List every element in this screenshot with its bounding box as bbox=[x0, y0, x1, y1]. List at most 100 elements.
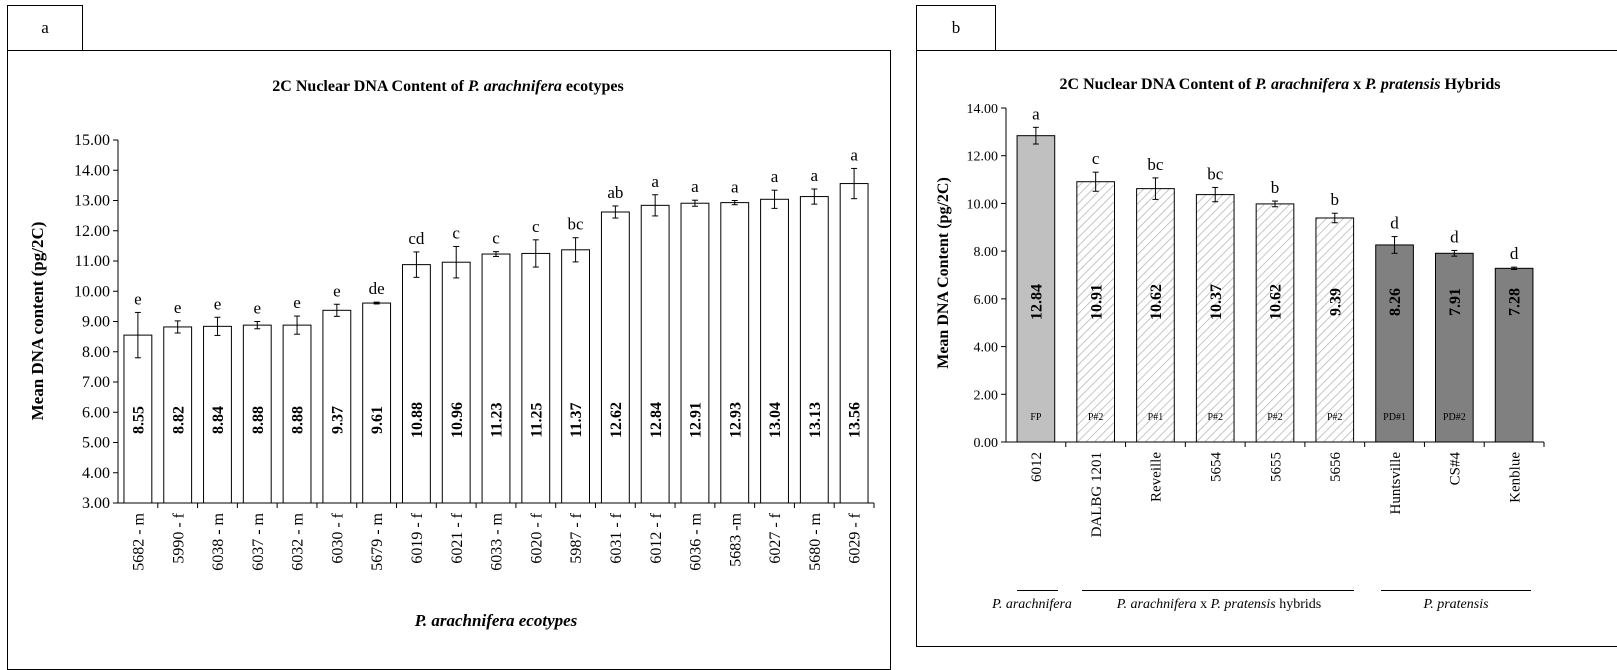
data-label: 8.55 bbox=[130, 406, 147, 434]
bar-code-label: P#2 bbox=[1088, 412, 1104, 423]
group-label-arachnifera: P. arachnifera bbox=[992, 597, 1072, 612]
bar bbox=[322, 309, 352, 504]
panel-b-tab: b bbox=[916, 5, 996, 51]
bar bbox=[1016, 135, 1056, 443]
category-label: Reveille bbox=[1149, 452, 1165, 502]
group-label-hybrids: P. arachnifera x P. pratensis hybrids bbox=[1116, 597, 1322, 612]
y-tick-label: 8.00 bbox=[974, 245, 999, 260]
bar bbox=[401, 264, 431, 504]
bar bbox=[481, 253, 511, 504]
significance-letter: a bbox=[691, 177, 699, 196]
bar bbox=[1375, 244, 1414, 443]
y-tick-label: 14.00 bbox=[967, 102, 999, 117]
bar bbox=[1315, 217, 1355, 443]
category-label: 6038 - m bbox=[210, 512, 227, 570]
bar bbox=[123, 334, 153, 504]
bar bbox=[1076, 181, 1115, 443]
significance-letter: c bbox=[492, 229, 500, 248]
significance-letter: b bbox=[1271, 178, 1280, 197]
significance-letter: e bbox=[333, 281, 341, 300]
group-line-pratensis bbox=[1381, 590, 1531, 591]
category-label: 5682 - m bbox=[130, 512, 147, 570]
y-tick-label: 10.00 bbox=[967, 197, 999, 212]
bar bbox=[640, 204, 670, 504]
data-label: 10.91 bbox=[1088, 284, 1105, 320]
category-label: 6037 - m bbox=[250, 512, 267, 570]
data-label: 8.26 bbox=[1387, 288, 1404, 316]
bar bbox=[799, 196, 829, 504]
significance-letter: e bbox=[253, 299, 261, 318]
data-label: 9.39 bbox=[1327, 288, 1344, 316]
category-label: 5990 - f bbox=[170, 512, 187, 563]
data-label: 13.56 bbox=[847, 402, 864, 438]
category-label: 6021 - f bbox=[449, 512, 466, 563]
bar bbox=[760, 198, 789, 504]
y-tick-label: 8.00 bbox=[82, 344, 110, 361]
y-tick-label: 6.00 bbox=[974, 293, 999, 308]
significance-letter: c bbox=[532, 217, 540, 236]
y-tick-label: 11.00 bbox=[75, 253, 110, 270]
category-label: 6012 bbox=[1029, 452, 1045, 482]
bar bbox=[1136, 188, 1175, 443]
significance-letter: d bbox=[1450, 227, 1459, 246]
data-label: 13.13 bbox=[807, 402, 824, 438]
data-label: 10.96 bbox=[449, 402, 466, 438]
group-line-hybrids bbox=[1082, 590, 1354, 591]
bar bbox=[1195, 194, 1235, 443]
category-label: 5656 bbox=[1328, 452, 1344, 483]
significance-letter: cd bbox=[408, 229, 425, 248]
bar bbox=[1435, 252, 1474, 443]
category-label: 6032 - m bbox=[290, 512, 307, 570]
data-label: 12.84 bbox=[648, 402, 665, 438]
bar bbox=[561, 249, 591, 504]
y-tick-label: 12.00 bbox=[967, 150, 999, 165]
y-tick-label: 3.00 bbox=[82, 495, 110, 512]
y-tick-label: 14.00 bbox=[74, 162, 110, 179]
bar-code-label: FP bbox=[1030, 412, 1042, 423]
significance-letter: e bbox=[134, 289, 142, 308]
category-label: 6031 - f bbox=[608, 512, 625, 563]
bar bbox=[362, 302, 392, 504]
bar bbox=[203, 325, 232, 504]
data-label: 8.82 bbox=[170, 406, 187, 434]
bar bbox=[600, 211, 630, 504]
significance-letter: a bbox=[651, 172, 659, 191]
significance-letter: d bbox=[1390, 214, 1399, 233]
category-label: 5655 bbox=[1268, 452, 1284, 482]
significance-letter: e bbox=[293, 293, 301, 312]
category-label: Kenblue bbox=[1507, 452, 1523, 503]
data-label: 12.84 bbox=[1028, 284, 1045, 320]
data-label: 8.88 bbox=[250, 406, 267, 434]
data-label: 10.37 bbox=[1208, 284, 1225, 320]
significance-letter: bc bbox=[1147, 155, 1164, 174]
data-label: 11.25 bbox=[528, 402, 545, 437]
chart-b-title: 2C Nuclear DNA Content of P. arachnifera… bbox=[1059, 76, 1501, 93]
bar-code-label: P#1 bbox=[1148, 412, 1164, 423]
category-label: 6027 - f bbox=[767, 512, 784, 563]
bar-code-label: P#2 bbox=[1267, 412, 1283, 423]
category-label: 5679 - m bbox=[369, 512, 386, 570]
y-tick-label: 9.00 bbox=[82, 314, 110, 331]
bar bbox=[242, 324, 272, 504]
bar bbox=[839, 183, 869, 504]
y-tick-label: 5.00 bbox=[82, 435, 110, 452]
bar bbox=[1255, 203, 1295, 443]
significance-letter: a bbox=[731, 178, 739, 197]
significance-letter: a bbox=[1032, 104, 1040, 123]
significance-letter: a bbox=[811, 166, 819, 185]
data-label: 7.91 bbox=[1447, 288, 1464, 316]
data-label: 12.93 bbox=[727, 402, 744, 438]
significance-letter: c bbox=[452, 223, 460, 242]
data-label: 7.28 bbox=[1507, 288, 1524, 316]
data-label: 8.84 bbox=[210, 406, 227, 434]
category-label: 6036 - m bbox=[688, 512, 705, 570]
y-tick-label: 4.00 bbox=[82, 465, 110, 482]
data-label: 12.62 bbox=[608, 402, 625, 438]
category-label: 5654 bbox=[1208, 452, 1224, 483]
chart-a-x-axis-title: P. arachnifera ecotypes bbox=[414, 611, 578, 630]
y-tick-label: 2.00 bbox=[974, 388, 999, 403]
significance-letter: bc bbox=[568, 215, 585, 234]
bar bbox=[720, 202, 750, 504]
category-label: 6012 - f bbox=[648, 512, 665, 563]
